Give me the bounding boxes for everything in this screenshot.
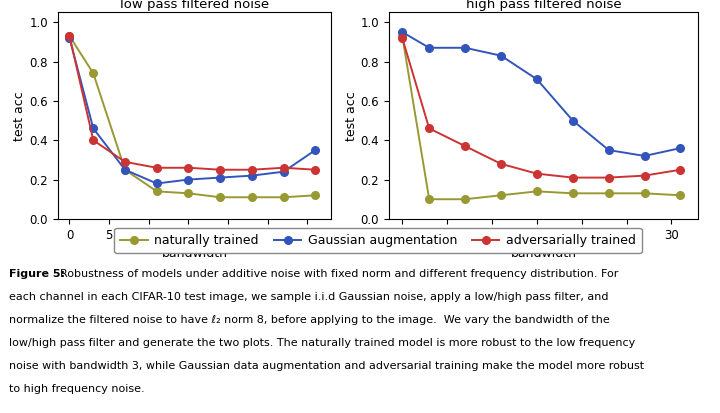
X-axis label: bandwidth: bandwidth bbox=[510, 247, 577, 260]
Text: Robustness of models under additive noise with fixed norm and different frequenc: Robustness of models under additive nois… bbox=[60, 269, 618, 279]
Text: each channel in each CIFAR-10 test image, we sample i.i.d Gaussian noise, apply : each channel in each CIFAR-10 test image… bbox=[9, 292, 608, 302]
Title: high pass filtered noise: high pass filtered noise bbox=[466, 0, 621, 11]
Y-axis label: test acc: test acc bbox=[14, 91, 27, 140]
Legend: naturally trained, Gaussian augmentation, adversarially trained: naturally trained, Gaussian augmentation… bbox=[114, 228, 642, 253]
Text: normalize the filtered noise to have ℓ₂ norm 8, before applying to the image.  W: normalize the filtered noise to have ℓ₂ … bbox=[9, 315, 609, 325]
Y-axis label: test acc: test acc bbox=[345, 91, 358, 140]
Title: low pass filtered noise: low pass filtered noise bbox=[120, 0, 269, 11]
X-axis label: bandwidth: bandwidth bbox=[161, 247, 228, 260]
Text: Figure 5:: Figure 5: bbox=[9, 269, 65, 279]
Text: noise with bandwidth 3, while Gaussian data augmentation and adversarial trainin: noise with bandwidth 3, while Gaussian d… bbox=[9, 361, 644, 371]
Text: low/high pass filter and generate the two plots. The naturally trained model is : low/high pass filter and generate the tw… bbox=[9, 338, 635, 348]
Text: to high frequency noise.: to high frequency noise. bbox=[9, 384, 144, 394]
